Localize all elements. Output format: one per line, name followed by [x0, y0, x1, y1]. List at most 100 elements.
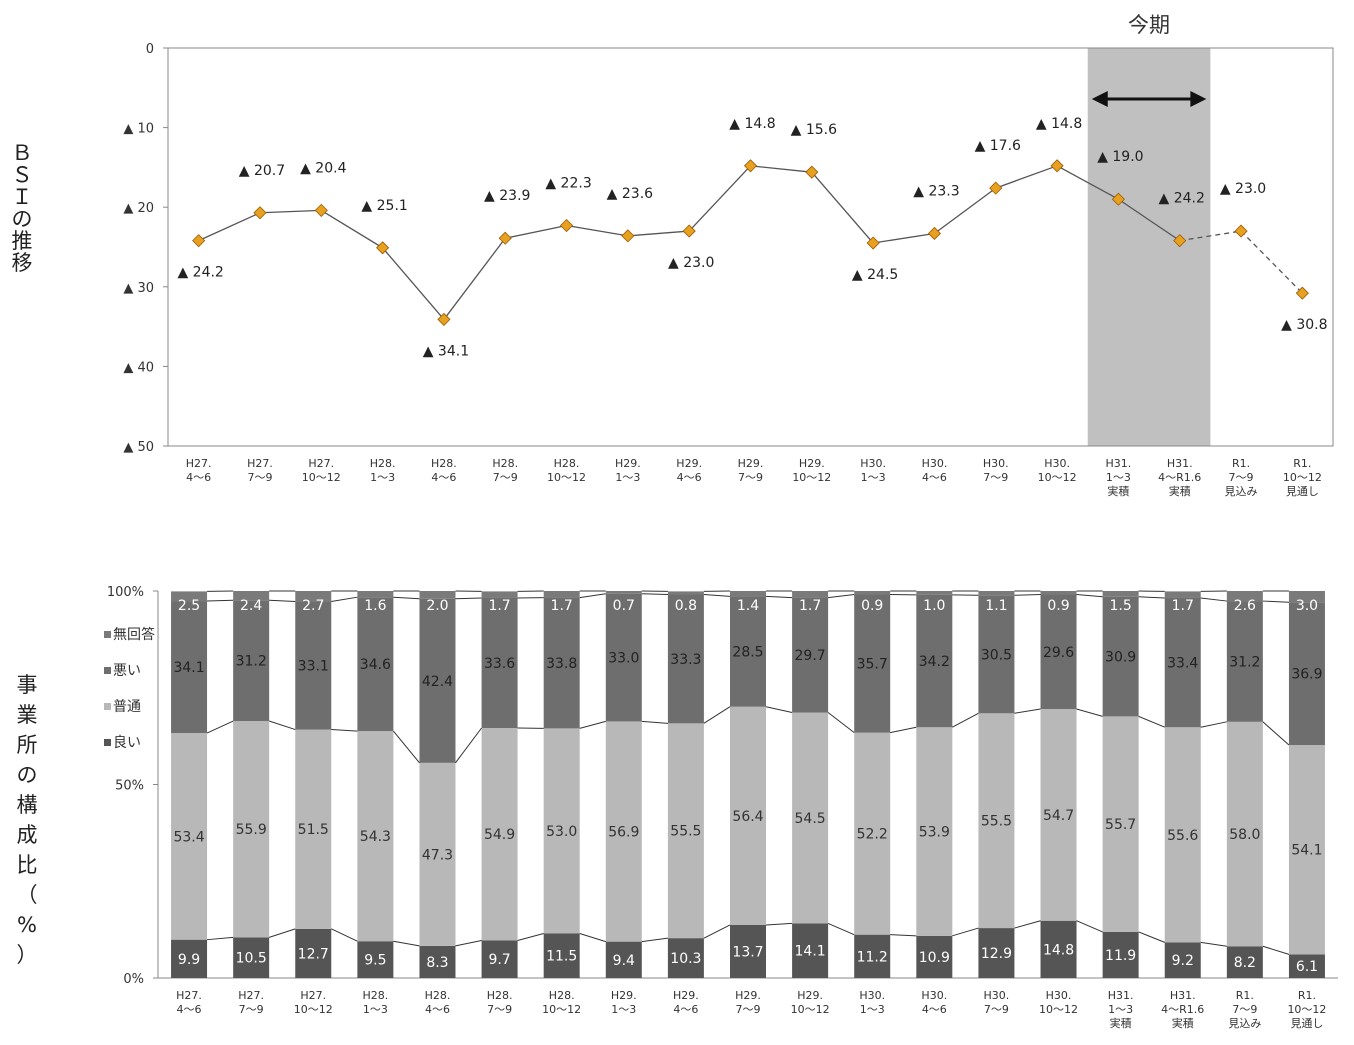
x-tick-line: H29.	[738, 457, 764, 470]
x-tick-line: 7～9	[247, 471, 272, 484]
bar-segment-good	[1040, 920, 1077, 978]
bsi-value-label: ▲ 19.0	[1097, 149, 1143, 165]
segment-value-label: 0.7	[613, 598, 635, 614]
bsi-point	[192, 234, 206, 248]
segment-value-label: 1.7	[1172, 598, 1194, 614]
segment-value-label: 33.1	[298, 658, 329, 674]
bsi-point	[805, 165, 819, 179]
x-tick-line: 実積	[1172, 1016, 1194, 1030]
x-tick-label: H29.10～12	[791, 989, 830, 1016]
bar-segment-no-answer	[854, 591, 891, 595]
bar-segment-bad	[171, 601, 208, 734]
bar-segment-good	[357, 941, 394, 978]
bar-connector-line	[641, 720, 668, 724]
period-arrow-left-head	[1091, 91, 1108, 107]
segment-value-label: 53.0	[546, 824, 577, 840]
x-tick-line: 10～12	[1038, 471, 1077, 484]
bar-segment-bad	[1102, 596, 1139, 717]
x-tick-label: H31.1～3実積	[1108, 989, 1134, 1030]
bar-connector-line	[455, 597, 482, 600]
legend-label: 無回答	[113, 626, 155, 643]
segment-value-label: 10.5	[236, 951, 267, 967]
bar-connector-line	[890, 726, 917, 734]
segment-value-label: 54.1	[1291, 843, 1322, 859]
x-tick-line: 1～3	[615, 471, 640, 484]
bsi-line-segment	[443, 237, 506, 320]
legend-swatch	[104, 739, 111, 746]
segment-value-label: 55.5	[670, 824, 701, 840]
x-tick-label: H31.4～R1.6実積	[1158, 457, 1201, 498]
bar-segment-no-answer	[1164, 591, 1201, 598]
bar-connector-line	[393, 596, 420, 600]
bar-connector-line	[827, 712, 855, 734]
bsi-line-segment	[566, 224, 628, 237]
bar-segment-bad	[730, 596, 766, 707]
y-axis-title-2-char: 構	[17, 793, 38, 817]
segment-value-label: 10.9	[919, 950, 950, 966]
bsi-value-label: ▲ 22.3	[545, 176, 591, 192]
bar-segment-bad	[1288, 602, 1325, 746]
bar-segment-bad	[295, 601, 332, 730]
segment-value-label: 12.7	[298, 946, 329, 962]
bsi-value-label: ▲ 34.1	[423, 343, 469, 359]
x-tick-line: 10～12	[1039, 1003, 1078, 1016]
segment-value-label: 30.5	[981, 647, 1012, 663]
x-tick-line: H27.	[176, 989, 202, 1002]
bar-connector-line	[517, 933, 544, 941]
segment-value-label: 55.5	[981, 814, 1012, 830]
bar-segment-normal	[419, 762, 456, 946]
segment-value-label: 53.4	[173, 829, 204, 845]
bar-connector-line	[1076, 593, 1103, 598]
x-tick-label: H30.1～3	[860, 457, 886, 484]
segment-value-label: 33.4	[1167, 656, 1198, 672]
bsi-line-segment	[811, 171, 874, 244]
segment-value-label: 36.9	[1291, 667, 1322, 683]
x-tick-line: H28.	[492, 457, 518, 470]
y-axis-title-2-char: の	[17, 763, 38, 787]
bar-connector-line	[952, 927, 979, 937]
bar-connector-line	[827, 922, 855, 936]
bar-segment-normal	[1040, 709, 1077, 921]
x-tick-line: 見通し	[1286, 485, 1319, 498]
segment-value-label: 29.6	[1043, 645, 1074, 661]
bsi-value-label: ▲ 14.8	[729, 116, 775, 132]
x-tick-line: 実積	[1107, 484, 1129, 498]
bsi-value-label: ▲ 25.1	[361, 198, 407, 214]
segment-value-label: 1.7	[488, 598, 510, 614]
x-tick-line: H28.	[362, 989, 388, 1002]
bar-connector-line	[765, 706, 793, 714]
x-tick-line: H28.	[431, 457, 457, 470]
bar-connector-line	[1262, 945, 1290, 955]
x-tick-label: H28.10～12	[547, 457, 586, 484]
bar-connector-line	[703, 593, 731, 597]
bar-segment-normal	[481, 727, 518, 941]
segment-value-label: 1.6	[364, 598, 386, 614]
bar-segment-no-answer	[667, 591, 704, 595]
bar-connector-line	[455, 939, 482, 947]
y-axis-title-2-char: 業	[17, 703, 38, 727]
x-tick-label: H29.10～12	[792, 457, 831, 484]
bar-segment-no-answer	[419, 591, 456, 599]
y-tick-label: 100%	[107, 585, 144, 600]
bar-segment-no-answer	[171, 591, 208, 602]
bsi-value-label: ▲ 23.0	[1220, 181, 1266, 197]
bar-segment-good	[916, 935, 953, 978]
x-tick-label: H27.10～12	[294, 989, 333, 1016]
bar-connector-line	[1076, 920, 1103, 933]
bsi-point	[743, 159, 758, 173]
x-tick-line: H28.	[487, 989, 513, 1002]
bar-segment-good	[1102, 931, 1139, 978]
x-tick-line: R1.	[1293, 457, 1311, 470]
x-tick-label: H30.7～9	[984, 989, 1010, 1016]
forecast-line-segment	[1240, 230, 1303, 294]
segment-value-label: 14.8	[1043, 942, 1074, 958]
bar-segment-no-answer	[481, 591, 518, 598]
segment-value-label: 1.1	[985, 598, 1007, 614]
x-tick-line: H30.	[921, 989, 947, 1002]
bar-segment-bad	[357, 597, 394, 732]
bar-segment-normal	[605, 721, 642, 942]
bar-connector-line	[828, 593, 855, 599]
bsi-value-label: ▲ 20.4	[300, 160, 346, 176]
